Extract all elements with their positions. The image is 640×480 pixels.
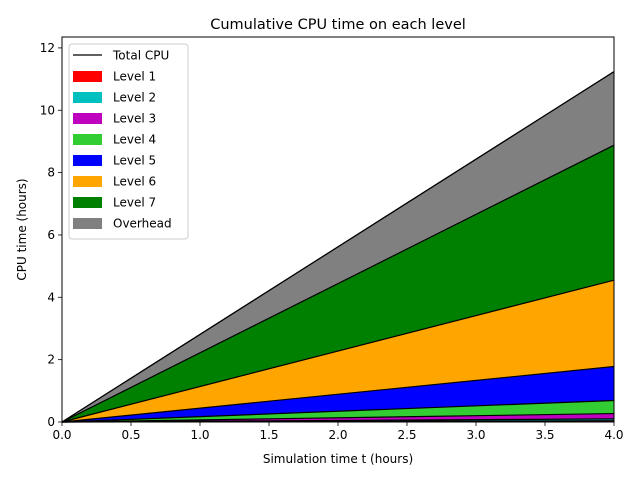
legend-label-level-6: Level 6 [113, 175, 156, 189]
x-tick-label: 1.0 [190, 428, 209, 442]
boundary-level-3 [61, 412, 615, 423]
x-tick-label: 3.0 [466, 428, 485, 442]
y-tick-label: 6 [47, 228, 55, 242]
legend-label-level-1: Level 1 [113, 70, 156, 84]
x-tick-label: 2.5 [397, 428, 416, 442]
y-tick-label: 10 [40, 103, 55, 117]
legend-label-total-cpu: Total CPU [112, 49, 169, 63]
x-tick-label: 4.0 [604, 428, 623, 442]
y-tick-label: 8 [47, 166, 55, 180]
legend-swatch-level-7 [73, 197, 102, 208]
x-axis-ticks: 0.0 0.5 1.0 1.5 2.0 2.5 3.0 3.5 4.0 [52, 422, 624, 442]
x-tick-label: 1.5 [259, 428, 278, 442]
legend-label-overhead: Overhead [113, 217, 172, 231]
y-axis-ticks: 0 2 4 6 8 10 12 [40, 41, 62, 429]
legend-label-level-7: Level 7 [113, 196, 156, 210]
boundary-level-5 [61, 365, 615, 423]
chart-title: Cumulative CPU time on each level [210, 17, 466, 33]
x-tick-label: 0.5 [121, 428, 140, 442]
y-tick-label: 12 [40, 41, 55, 55]
legend-swatch-level-4 [73, 134, 102, 145]
legend-swatch-level-5 [73, 155, 102, 166]
boundary-level-4 [61, 399, 615, 423]
legend-swatch-level-1 [73, 71, 102, 82]
total-cpu-line-group [61, 71, 615, 423]
legend-label-level-2: Level 2 [113, 91, 156, 105]
legend-swatch-overhead [73, 218, 102, 229]
legend: Total CPU Level 1 Level 2 Level 3 Level 4 Lev… [68, 43, 189, 240]
y-tick-label: 0 [47, 415, 55, 429]
boundary-level-7 [61, 144, 615, 423]
x-tick-label: 3.5 [535, 428, 554, 442]
total-cpu-line [61, 71, 615, 423]
y-axis-label: CPU time (hours) [15, 178, 29, 280]
x-axis-label: Simulation time t (hours) [263, 452, 413, 466]
legend-swatch-level-2 [73, 92, 102, 103]
legend-swatch-level-3 [73, 113, 102, 124]
boundary-level-6 [61, 279, 615, 423]
x-tick-label: 2.0 [328, 428, 347, 442]
legend-label-level-4: Level 4 [113, 133, 156, 147]
boundary-level-2 [61, 418, 615, 423]
legend-label-level-3: Level 3 [113, 112, 156, 126]
legend-swatch-level-6 [73, 176, 102, 187]
x-tick-label: 0.0 [52, 428, 71, 442]
y-tick-label: 4 [47, 290, 55, 304]
y-tick-label: 2 [47, 353, 55, 367]
legend-label-level-5: Level 5 [113, 154, 156, 168]
